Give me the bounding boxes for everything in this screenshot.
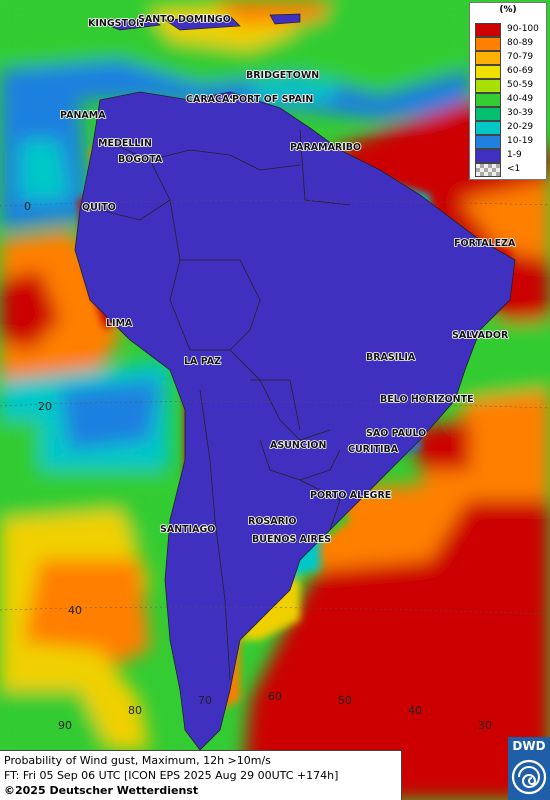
grid-labels: 0 20 40 90 80 70 60 50 40 30 (24, 200, 492, 732)
city-label-salvador: SALVADOR (452, 330, 509, 341)
city-label-santo-domingo: SANTO DOMINGO (138, 14, 231, 25)
city-label-curitiba: CURITIBA (348, 444, 399, 455)
city-label-santiago: SANTIAGO (160, 524, 215, 535)
city-label-brasilia: BRASILIA (366, 352, 416, 363)
city-label-paramaribo: PARAMARIBO (290, 142, 361, 153)
city-label-buenos-aires: BUENOS AIRES (252, 534, 331, 545)
graticule (0, 200, 550, 615)
grid-label: 40 (68, 604, 82, 617)
legend-label: <1 (507, 164, 521, 174)
spiral-icon (511, 759, 547, 795)
dwd-logo: DWD (508, 737, 550, 800)
info-box: Probability of Wind gust, Maximum, 12h >… (0, 750, 402, 800)
legend-label: 60-69 (507, 66, 534, 76)
legend-swatch (475, 37, 501, 51)
city-label-bridgetown: BRIDGETOWN (246, 70, 319, 81)
legend-swatch (475, 121, 501, 135)
country-borders (74, 91, 516, 751)
legend-label: 90-100 (507, 24, 539, 34)
city-label-bogota: BOGOTA (118, 154, 163, 165)
legend-swatch (475, 93, 501, 107)
forecast-time: FT: Fri 05 Sep 06 UTC [ICON EPS 2025 Aug… (4, 769, 339, 782)
copyright: ©2025 Deutscher Wetterdienst (4, 784, 199, 797)
grid-label: 80 (128, 704, 142, 717)
legend: (%) 90-100 80-89 70-79 60-69 50-59 40-49… (469, 2, 547, 180)
legend-label: 50-59 (507, 80, 534, 90)
legend-swatch (475, 51, 501, 65)
legend-swatch (475, 79, 501, 93)
city-label-caracas: CARACAS (186, 94, 236, 105)
legend-label: 40-49 (507, 94, 534, 104)
city-label-sao-paulo: SAO PAULO (366, 428, 426, 439)
legend-label: 1-9 (507, 150, 522, 160)
legend-swatch (475, 135, 501, 149)
grid-label: 70 (198, 694, 212, 707)
legend-label: 80-89 (507, 38, 534, 48)
city-label-port-of-spain: PORT OF SPAIN (232, 94, 313, 105)
legend-title: (%) (499, 5, 517, 15)
grid-label: 30 (478, 719, 492, 732)
city-label-rosario: ROSARIO (248, 516, 297, 527)
city-labels: KINGSTON SANTO DOMINGO BRIDGETOWN CARACA… (59, 13, 517, 546)
legend-label: 70-79 (507, 52, 534, 62)
city-label-belo-horizonte: BELO HORIZONTE (380, 394, 474, 405)
city-label-porto-alegre: PORTO ALEGRE (310, 490, 391, 501)
grid-label: 40 (408, 704, 422, 717)
dwd-logo-text: DWD (512, 739, 546, 753)
legend-label: 20-29 (507, 122, 534, 132)
city-label-asuncion: ASUNCION (270, 440, 326, 451)
city-label-quito: QUITO (82, 202, 116, 213)
grid-label: 90 (58, 719, 72, 732)
legend-swatch (475, 149, 501, 163)
legend-swatch (475, 163, 501, 177)
city-label-lima: LIMA (106, 318, 133, 329)
legend-label: 10-19 (507, 136, 534, 146)
city-label-kingston: KINGSTON (88, 18, 144, 29)
grid-label: 0 (24, 200, 31, 213)
city-label-fortaleza: FORTALEZA (454, 238, 516, 249)
legend-swatch (475, 23, 501, 37)
legend-label: 30-39 (507, 108, 534, 118)
legend-swatch (475, 65, 501, 79)
grid-label: 20 (38, 400, 52, 413)
grid-label: 50 (338, 694, 352, 707)
caribbean-islands (99, 13, 301, 31)
city-label-la-paz: LA PAZ (184, 356, 221, 367)
city-label-panama: PANAMA (60, 110, 106, 121)
product-description: Probability of Wind gust, Maximum, 12h >… (4, 754, 271, 767)
grid-label: 60 (268, 690, 282, 703)
city-label-medellin: MEDELLIN (98, 138, 152, 149)
legend-swatch (475, 107, 501, 121)
